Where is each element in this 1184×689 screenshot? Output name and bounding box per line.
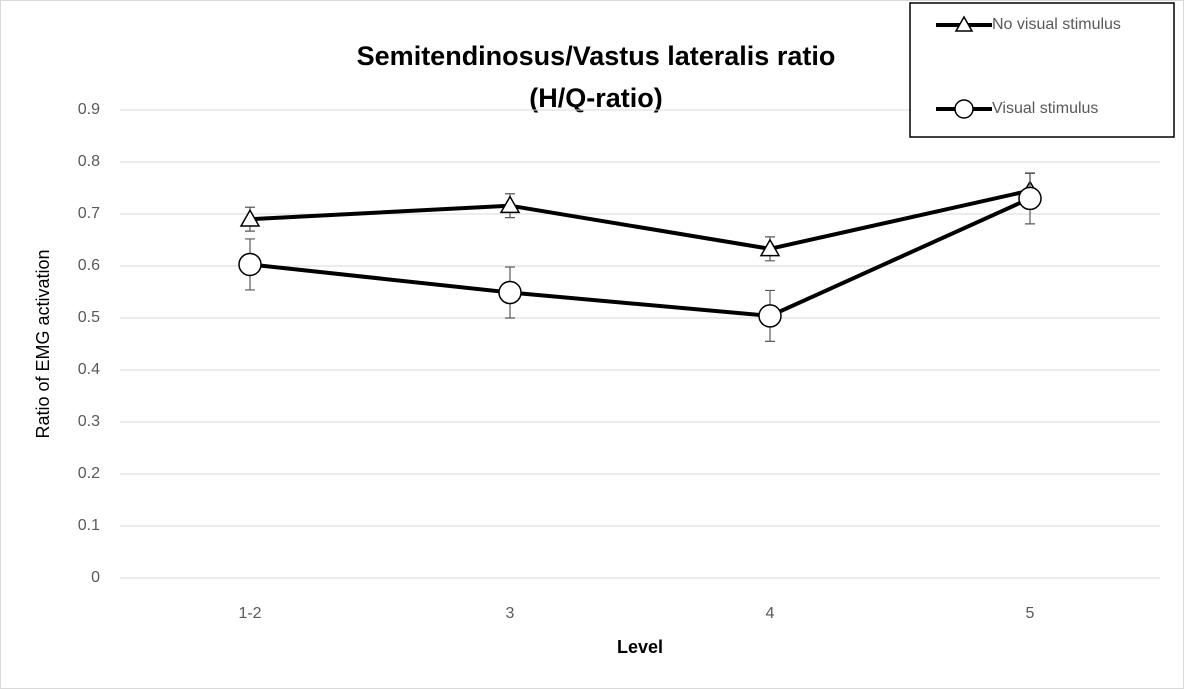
marker <box>499 195 521 214</box>
y-tick-label: 0.2 <box>78 465 100 482</box>
marker <box>1018 186 1042 211</box>
marker <box>758 304 782 328</box>
y-tick-label: 0.1 <box>78 517 100 534</box>
legend-marker <box>954 99 974 119</box>
x-tick-label: 5 <box>1026 605 1035 622</box>
chart-title: Semitendinosus/Vastus lateralis ratio <box>357 41 836 71</box>
x-tick-label: 4 <box>766 605 775 622</box>
marker <box>239 208 261 227</box>
legend-marker <box>954 15 974 32</box>
y-tick-label: 0.5 <box>78 309 100 326</box>
series-line <box>249 196 1031 318</box>
series-line <box>249 188 1031 251</box>
x-axis-label: Level <box>617 637 663 657</box>
y-tick-label: 0.7 <box>78 205 100 222</box>
marker <box>498 280 522 305</box>
y-tick-label: 0.8 <box>78 153 100 170</box>
legend-label: Visual stimulus <box>992 100 1098 117</box>
marker <box>238 252 262 277</box>
chart-subtitle: (H/Q-ratio) <box>529 83 662 113</box>
legend-label: No visual stimulus <box>992 16 1121 33</box>
y-tick-label: 0.4 <box>78 361 100 378</box>
y-tick-label: 0.3 <box>78 413 100 430</box>
y-axis-label: Ratio of EMG activation <box>33 249 53 438</box>
x-tick-label: 1-2 <box>238 605 261 622</box>
y-tick-label: 0 <box>91 569 100 586</box>
x-tick-label: 3 <box>506 605 515 622</box>
y-tick-label: 0.6 <box>78 257 100 274</box>
marker <box>759 238 781 257</box>
y-tick-label: 0.9 <box>78 101 100 118</box>
